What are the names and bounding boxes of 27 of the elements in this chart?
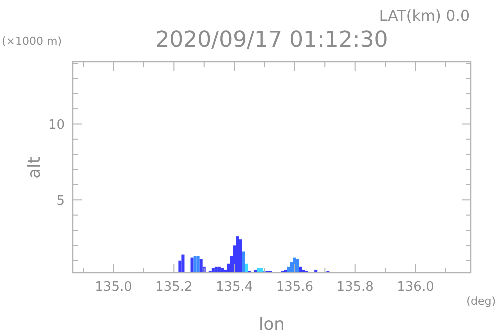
bar [236, 236, 240, 273]
bar [245, 264, 248, 273]
y-tick-label: 5 [56, 194, 65, 210]
bar [196, 256, 200, 273]
bar [296, 259, 300, 273]
chart-subtitle: LAT(km) 0.0 [379, 7, 470, 25]
x-tick-label: 135.4 [216, 280, 254, 295]
bar [190, 258, 194, 273]
x-tick-label: 136.0 [397, 280, 434, 295]
text: (×1000 m) [2, 35, 62, 48]
bar [242, 252, 246, 273]
y-tick-label: 10 [48, 118, 65, 134]
bar [200, 259, 203, 273]
x-tick-label: 135.8 [336, 280, 374, 295]
bar [287, 266, 290, 273]
x-tick-label: 135.2 [156, 280, 193, 295]
bar [182, 254, 185, 273]
chart-title: 2020/09/17 01:12:30 [156, 28, 388, 53]
bar [239, 240, 242, 273]
bar [194, 256, 197, 273]
text: (deg) [466, 295, 496, 308]
y-axis-title: alt [25, 156, 45, 179]
bar [299, 266, 302, 273]
bar [290, 262, 294, 273]
x-axis-title: lon [259, 315, 285, 335]
x-tick-label: 135.0 [95, 280, 132, 295]
x-tick-label: 135.6 [276, 280, 314, 295]
